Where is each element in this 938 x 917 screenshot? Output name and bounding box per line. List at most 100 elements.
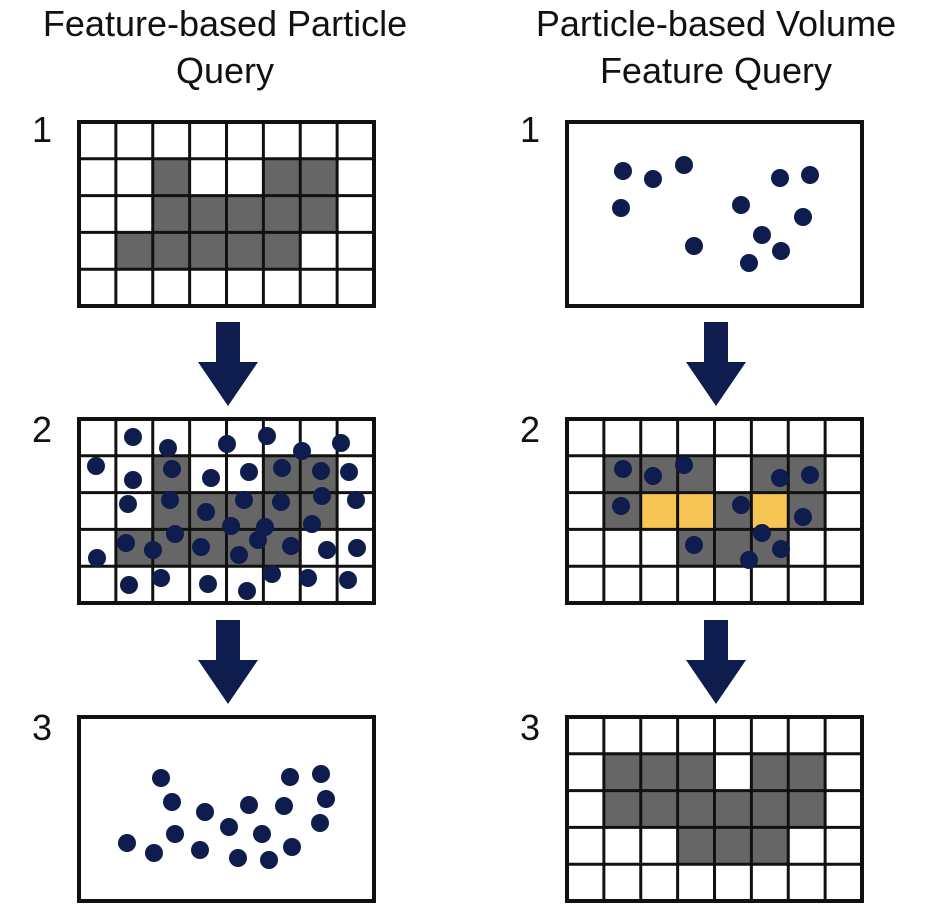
particle <box>220 818 238 836</box>
particle <box>240 796 258 814</box>
particle <box>263 565 281 583</box>
panel-border <box>565 715 864 903</box>
down-arrow <box>198 620 258 704</box>
particle <box>801 466 819 484</box>
feature-cell <box>677 753 715 791</box>
feature-cell <box>751 753 789 791</box>
right-step-2-label: 2 <box>520 409 540 450</box>
flow-arrows <box>198 322 746 704</box>
particle <box>794 508 812 526</box>
particle <box>273 459 291 477</box>
feature-cell <box>603 753 641 791</box>
particle <box>801 166 819 184</box>
left-step-3-label: 3 <box>32 707 52 748</box>
particle <box>222 517 240 535</box>
particle <box>740 551 758 569</box>
feature-cell <box>189 195 227 233</box>
particle <box>199 575 217 593</box>
particle <box>124 471 142 489</box>
particle <box>218 435 236 453</box>
particle <box>753 524 771 542</box>
feature-cell <box>640 790 678 828</box>
panel-border <box>565 417 864 605</box>
particle <box>347 491 365 509</box>
particle <box>299 569 317 587</box>
particle <box>152 569 170 587</box>
particle <box>772 540 790 558</box>
particle <box>282 537 300 555</box>
particle <box>644 467 662 485</box>
right-step-1-label: 1 <box>520 109 540 150</box>
particle <box>144 541 162 559</box>
particle <box>685 237 703 255</box>
particle <box>732 496 750 514</box>
feature-cell <box>603 790 641 828</box>
particle <box>260 851 278 869</box>
particle <box>318 541 336 559</box>
particle <box>124 428 142 446</box>
panel-background <box>567 122 862 306</box>
particle <box>249 531 267 549</box>
particle <box>283 838 301 856</box>
left-title-line1: Feature-based Particle <box>43 3 407 44</box>
feature-cell <box>677 827 715 865</box>
left-step-1-panel <box>77 120 376 308</box>
feature-cell <box>677 790 715 828</box>
particle <box>163 460 181 478</box>
down-arrow <box>198 322 258 406</box>
feature-cell <box>640 753 678 791</box>
particle <box>253 825 271 843</box>
particle <box>313 487 331 505</box>
particle <box>312 462 330 480</box>
particle <box>145 844 163 862</box>
particle <box>311 814 329 832</box>
particle <box>771 469 789 487</box>
particle <box>230 546 248 564</box>
panel-border <box>77 715 376 903</box>
feature-cell <box>263 195 301 233</box>
particle <box>163 793 181 811</box>
left-step-2-label: 2 <box>32 409 52 450</box>
particle <box>238 582 256 600</box>
particle <box>771 169 789 187</box>
particle <box>317 790 335 808</box>
right-step-3-panel <box>565 715 864 903</box>
feature-cell <box>751 827 789 865</box>
particle <box>339 571 357 589</box>
feature-cell <box>751 790 789 828</box>
particle <box>192 538 210 556</box>
feature-cell <box>189 232 227 270</box>
feature-cell <box>300 195 338 233</box>
feature-cell <box>226 232 264 270</box>
particle <box>293 442 311 460</box>
feature-cell <box>115 232 153 270</box>
left-step-2-panel <box>77 417 376 605</box>
left-step-1-label: 1 <box>32 109 52 150</box>
particle <box>740 254 758 272</box>
highlight-cell <box>751 492 789 530</box>
right-title-line1: Particle-based Volume <box>536 3 896 44</box>
feature-cell <box>714 790 752 828</box>
feature-cell <box>152 158 190 196</box>
particle <box>258 427 276 445</box>
particle <box>117 534 135 552</box>
particle <box>614 162 632 180</box>
particle <box>159 439 177 457</box>
particle <box>685 536 703 554</box>
panel-border <box>565 120 864 308</box>
particle <box>272 493 290 511</box>
feature-cell <box>226 195 264 233</box>
particle <box>675 156 693 174</box>
feature-cell <box>152 232 190 270</box>
feature-cell <box>263 232 301 270</box>
particle <box>88 549 106 567</box>
left-title-line2: Query <box>176 50 274 91</box>
particle <box>303 515 321 533</box>
particle <box>794 208 812 226</box>
particle <box>161 491 179 509</box>
particle <box>240 463 258 481</box>
panel-background <box>79 717 374 901</box>
particle <box>119 495 137 513</box>
